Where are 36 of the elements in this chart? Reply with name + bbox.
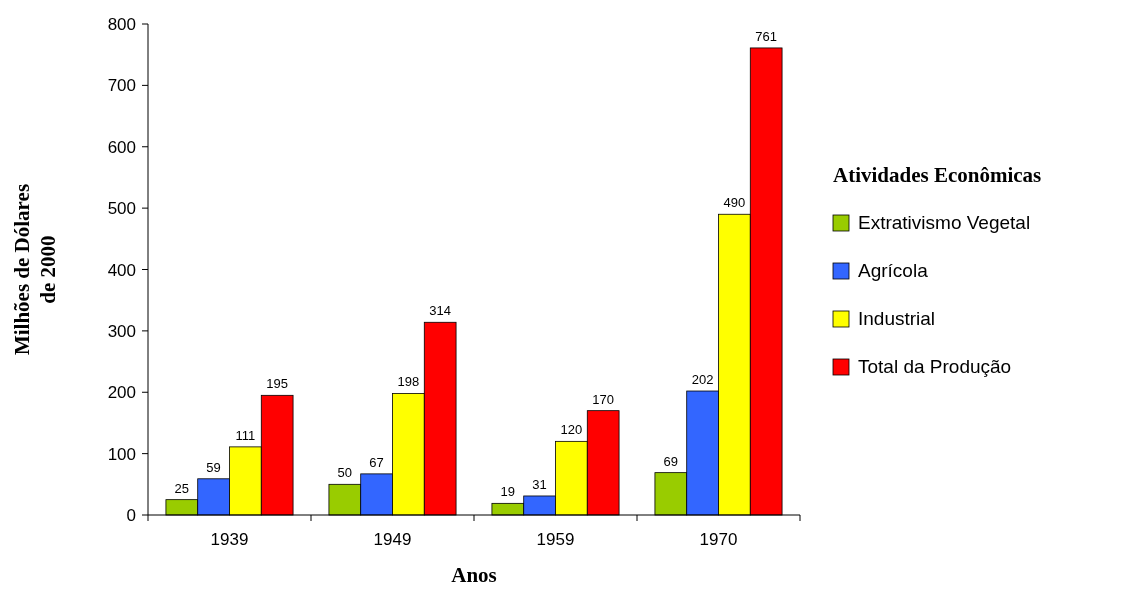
data-label: 19 (500, 484, 516, 500)
data-label: 67 (369, 454, 384, 470)
data-label: 195 (266, 376, 289, 392)
y-tick-label: 600 (107, 137, 136, 157)
data-label: 120 (560, 422, 583, 438)
x-axis-title: Anos (451, 563, 497, 587)
data-label: 69 (663, 453, 679, 469)
x-tick-label: 1949 (373, 530, 412, 549)
data-label: 202 (691, 372, 714, 388)
y-tick-label: 200 (107, 383, 136, 403)
legend-label: Extrativismo Vegetal (858, 212, 1031, 233)
y-tick-label: 100 (107, 444, 136, 464)
data-label: 31 (532, 476, 547, 492)
data-label: 50 (337, 465, 353, 481)
y-tick-label: 800 (107, 15, 136, 34)
x-tick-label: 1970 (699, 530, 738, 549)
x-tick-label: 1939 (210, 530, 249, 549)
y-tick-label: 0 (126, 506, 136, 525)
data-label: 111 (235, 427, 256, 443)
data-label: 59 (206, 459, 221, 475)
data-label: 761 (755, 28, 778, 44)
y-tick-label: 700 (107, 76, 136, 96)
y-tick-label: 500 (107, 199, 136, 219)
data-label: 25 (174, 480, 190, 496)
y-axis-title: Milhões de Dólares de 2000 (10, 183, 60, 356)
data-label: 490 (723, 195, 746, 211)
data-label: 198 (397, 374, 420, 390)
data-label: 170 (592, 391, 615, 407)
x-tick-label: 1959 (536, 530, 575, 549)
data-label: 314 (429, 303, 452, 319)
legend-label: Industrial (858, 308, 936, 329)
legend-title: Atividades Econômicas (833, 163, 1042, 187)
legend-label: Total da Produção (858, 356, 1012, 377)
y-tick-label: 400 (107, 260, 136, 280)
y-tick-label: 300 (107, 321, 136, 341)
legend-label: Agrícola (858, 260, 929, 281)
